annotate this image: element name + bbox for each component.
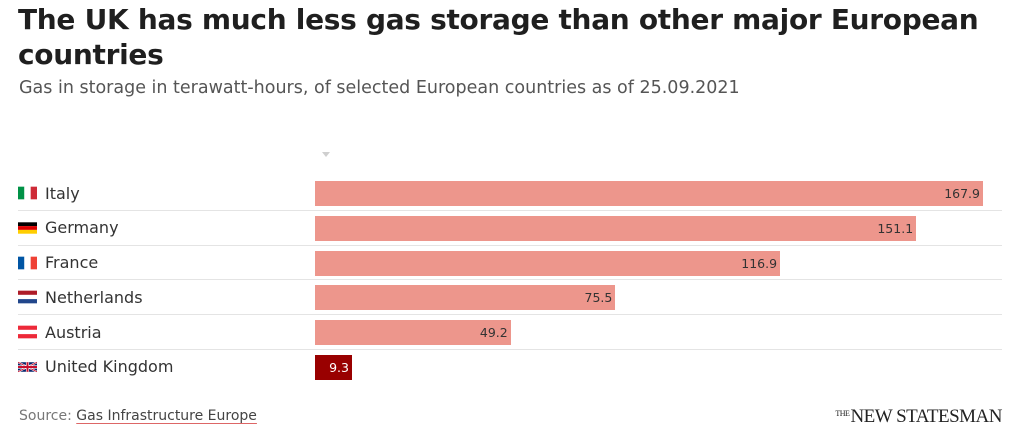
category-name: Netherlands (45, 287, 143, 307)
bar[interactable] (315, 354, 352, 380)
source-note: Source: Gas Infrastructure Europe (19, 408, 257, 424)
category-name: Austria (45, 322, 102, 342)
italy-flag-icon (18, 186, 37, 200)
uk-flag-icon (18, 360, 37, 374)
category-label: United Kingdom (18, 350, 173, 384)
bar-chart: Italy 167.9 Germany 151.1 France 116.9 Netherl… (18, 176, 1002, 385)
category-label: Germany (18, 211, 119, 245)
chart-title: The UK has much less gas storage than ot… (18, 3, 979, 71)
chart-subtitle: Gas in storage in terawatt-hours, of sel… (19, 78, 740, 98)
sort-indicator-icon[interactable] (322, 152, 330, 157)
chart-row: United Kingdom 9.3 (18, 350, 1002, 385)
value-label: 167.9 (944, 186, 980, 201)
germany-flag-icon (18, 221, 37, 235)
source-prefix: Source: (19, 408, 72, 424)
category-name: Italy (45, 183, 80, 203)
bar[interactable] (315, 181, 983, 206)
logo-the: THE (835, 409, 850, 418)
bar[interactable] (315, 250, 781, 276)
value-label: 151.1 (877, 220, 914, 236)
category-name: United Kingdom (45, 357, 174, 377)
chart-row: Germany 151.1 (18, 211, 1002, 246)
bar[interactable] (315, 215, 917, 241)
chart-row: Austria 49.2 (18, 315, 1002, 350)
value-label: 9.3 (329, 359, 349, 375)
austria-flag-icon (18, 325, 37, 339)
chart-row: Italy 167.9 (18, 176, 1002, 211)
value-label: 75.5 (584, 290, 613, 306)
category-label: Italy (18, 176, 80, 210)
chart-row: Netherlands 75.5 (18, 280, 1002, 316)
source-link[interactable]: Gas Infrastructure Europe (76, 408, 257, 424)
netherlands-flag-icon (18, 290, 37, 304)
value-label: 49.2 (479, 325, 508, 341)
publisher-logo: THENEW STATESMAN (835, 406, 1002, 428)
category-label: Austria (18, 315, 102, 349)
bar[interactable] (315, 285, 616, 311)
logo-wordmark: NEW STATESMAN (850, 406, 1002, 427)
france-flag-icon (18, 256, 37, 270)
category-name: Germany (45, 218, 119, 238)
category-label: France (18, 246, 98, 280)
chart-row: France 116.9 (18, 246, 1002, 281)
bar[interactable] (315, 320, 511, 346)
category-name: France (45, 253, 99, 273)
category-label: Netherlands (18, 280, 143, 314)
value-label: 116.9 (741, 255, 778, 271)
